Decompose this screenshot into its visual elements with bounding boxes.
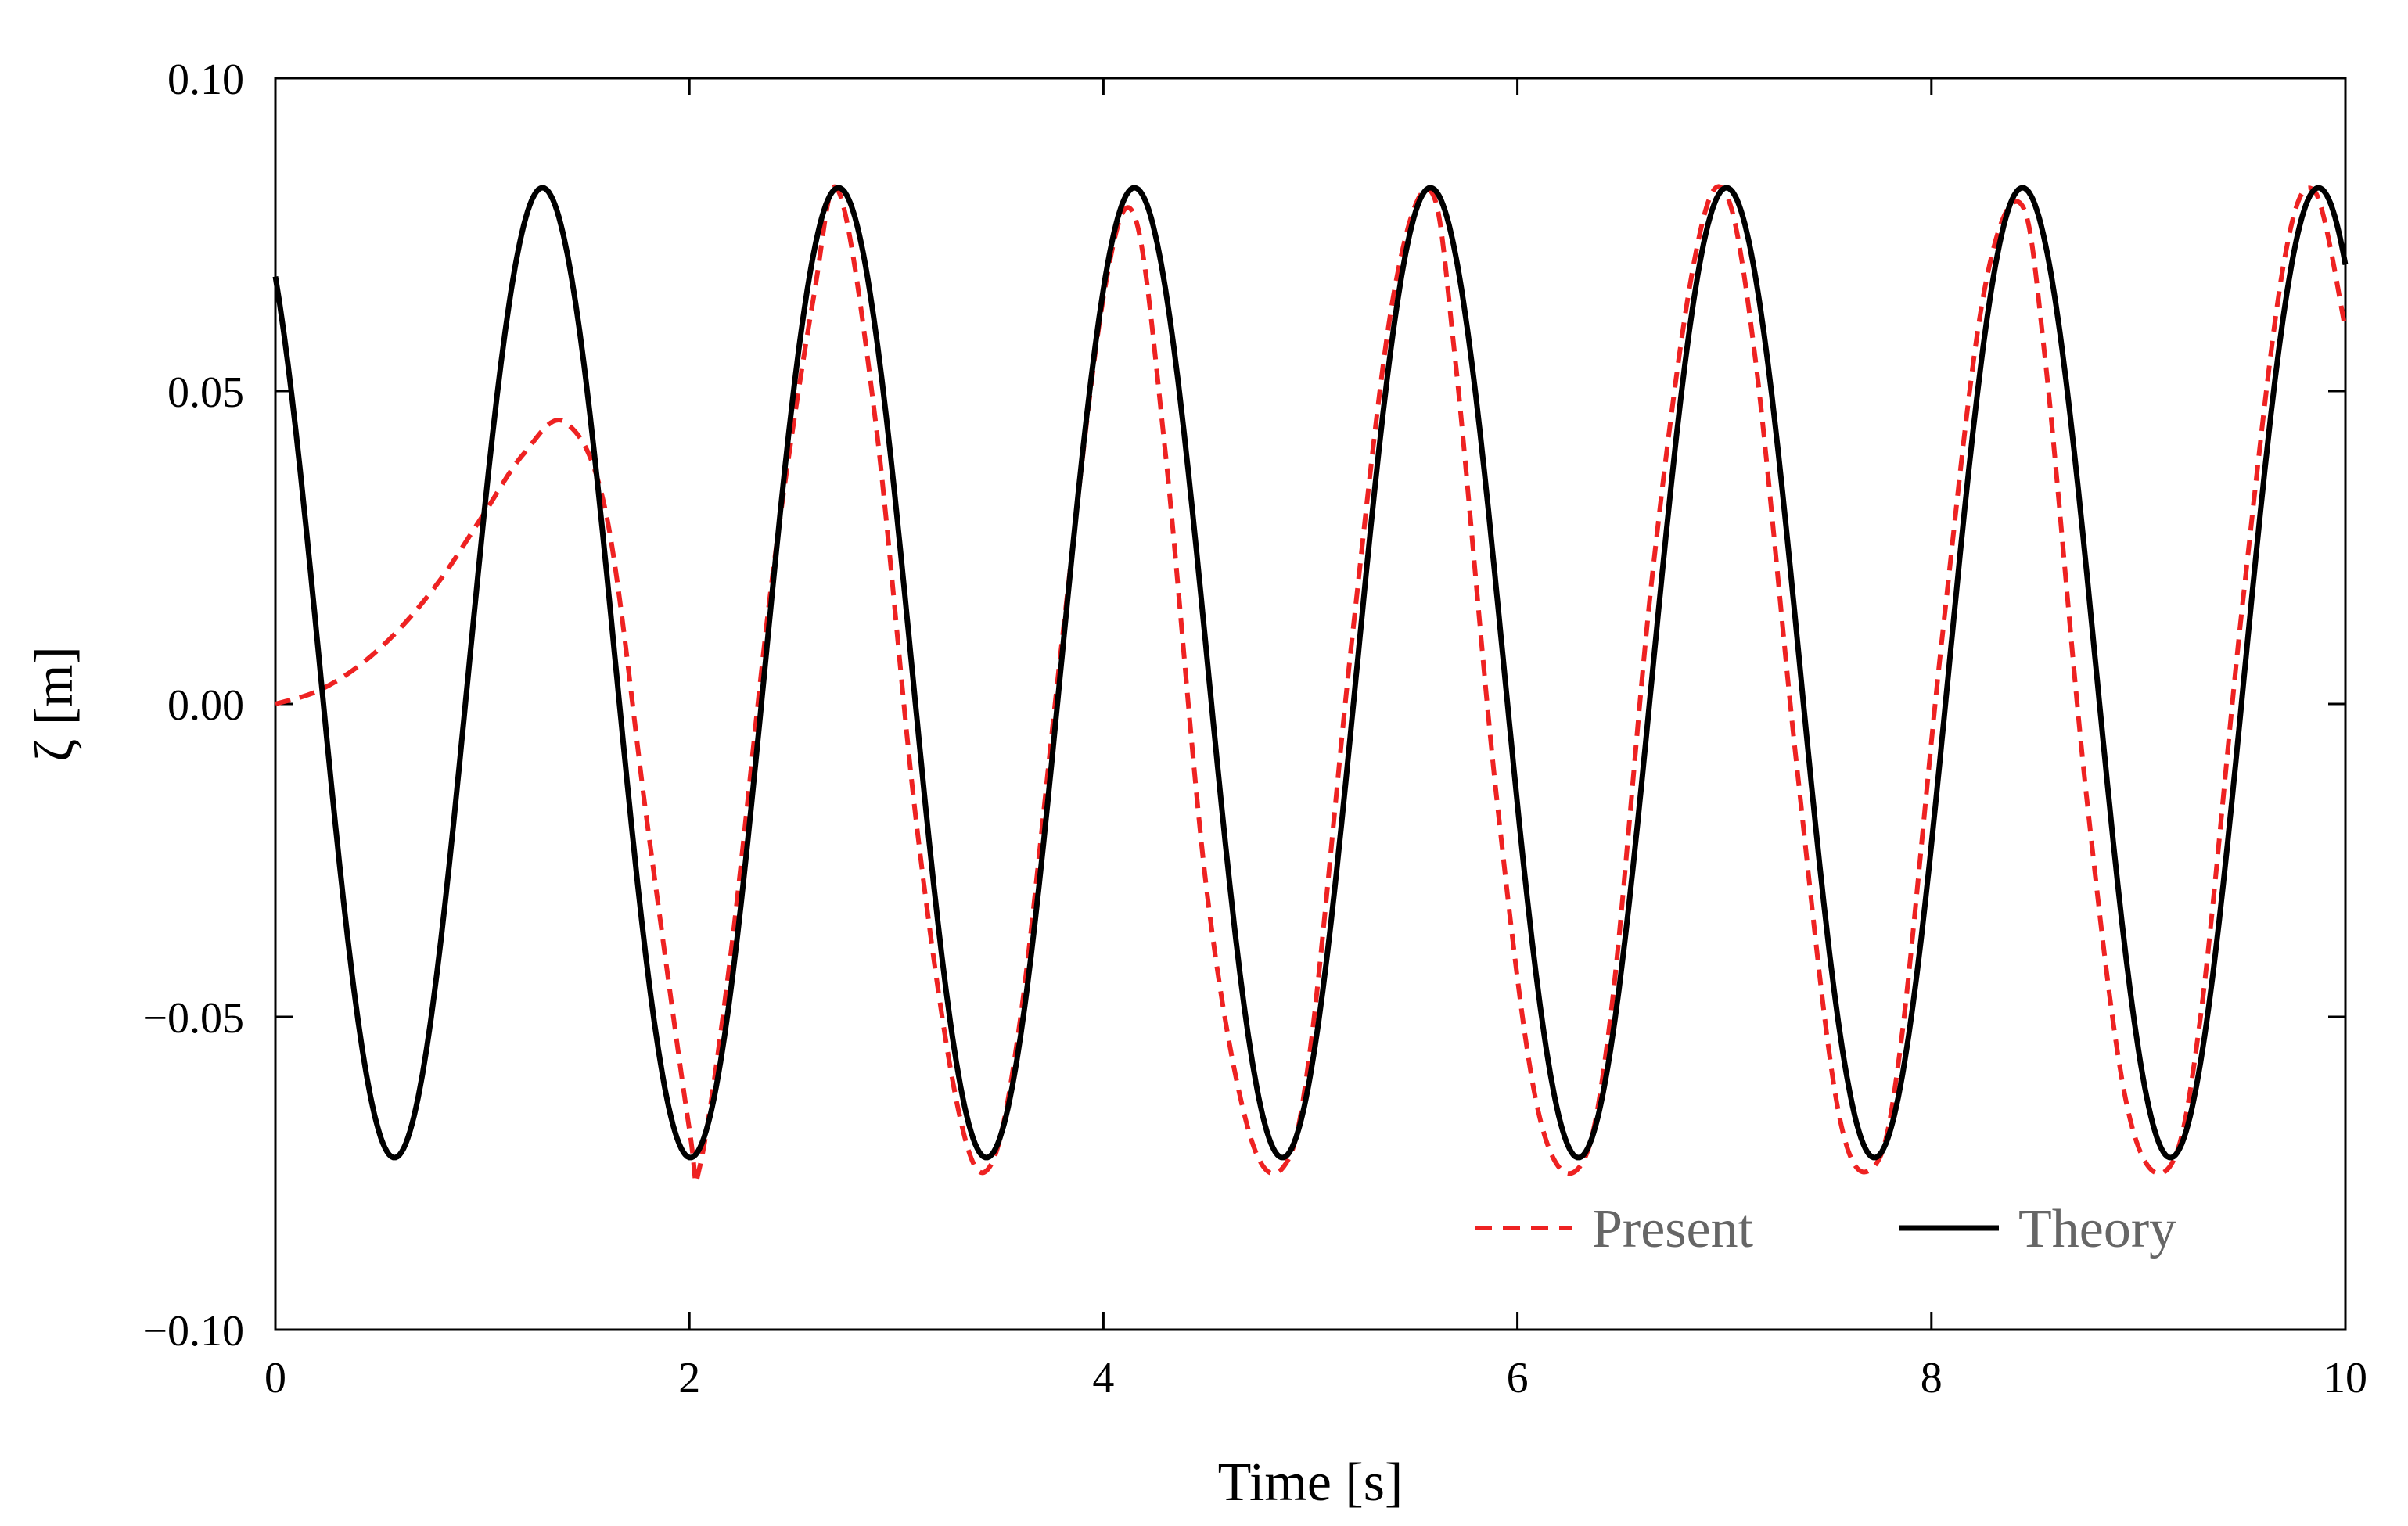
y-tick-label: 0.05 [167,368,244,417]
series-layer [272,184,2349,1186]
x-tick-label: 2 [678,1354,700,1402]
x-tick-label: 4 [1092,1354,1114,1402]
x-tick-label: 6 [1507,1354,1529,1402]
legend-label-theory: Theory [2018,1199,2176,1259]
x-axis-title: Time [s] [1218,1452,1403,1513]
series-present-line [275,184,2348,1186]
y-axis-ticks: −0.10 −0.05 0.00 0.05 0.10 [142,56,2345,1355]
x-axis-ticks: 0 2 4 6 8 10 [264,78,2367,1402]
y-tick-label: −0.05 [142,994,244,1043]
x-tick-label: 0 [264,1354,286,1402]
y-axis-title: ζ [m] [24,646,84,762]
y-tick-label: −0.10 [142,1307,244,1355]
legend: Present Theory [1475,1199,2176,1259]
x-tick-label: 10 [2324,1354,2367,1402]
series-theory-line [272,185,2349,1161]
plot-area-frame [274,77,2347,1331]
legend-label-present: Present [1592,1199,1754,1259]
y-tick-label: 0.10 [167,56,244,104]
y-tick-label: 0.00 [167,681,244,730]
x-tick-label: 8 [1921,1354,1943,1402]
